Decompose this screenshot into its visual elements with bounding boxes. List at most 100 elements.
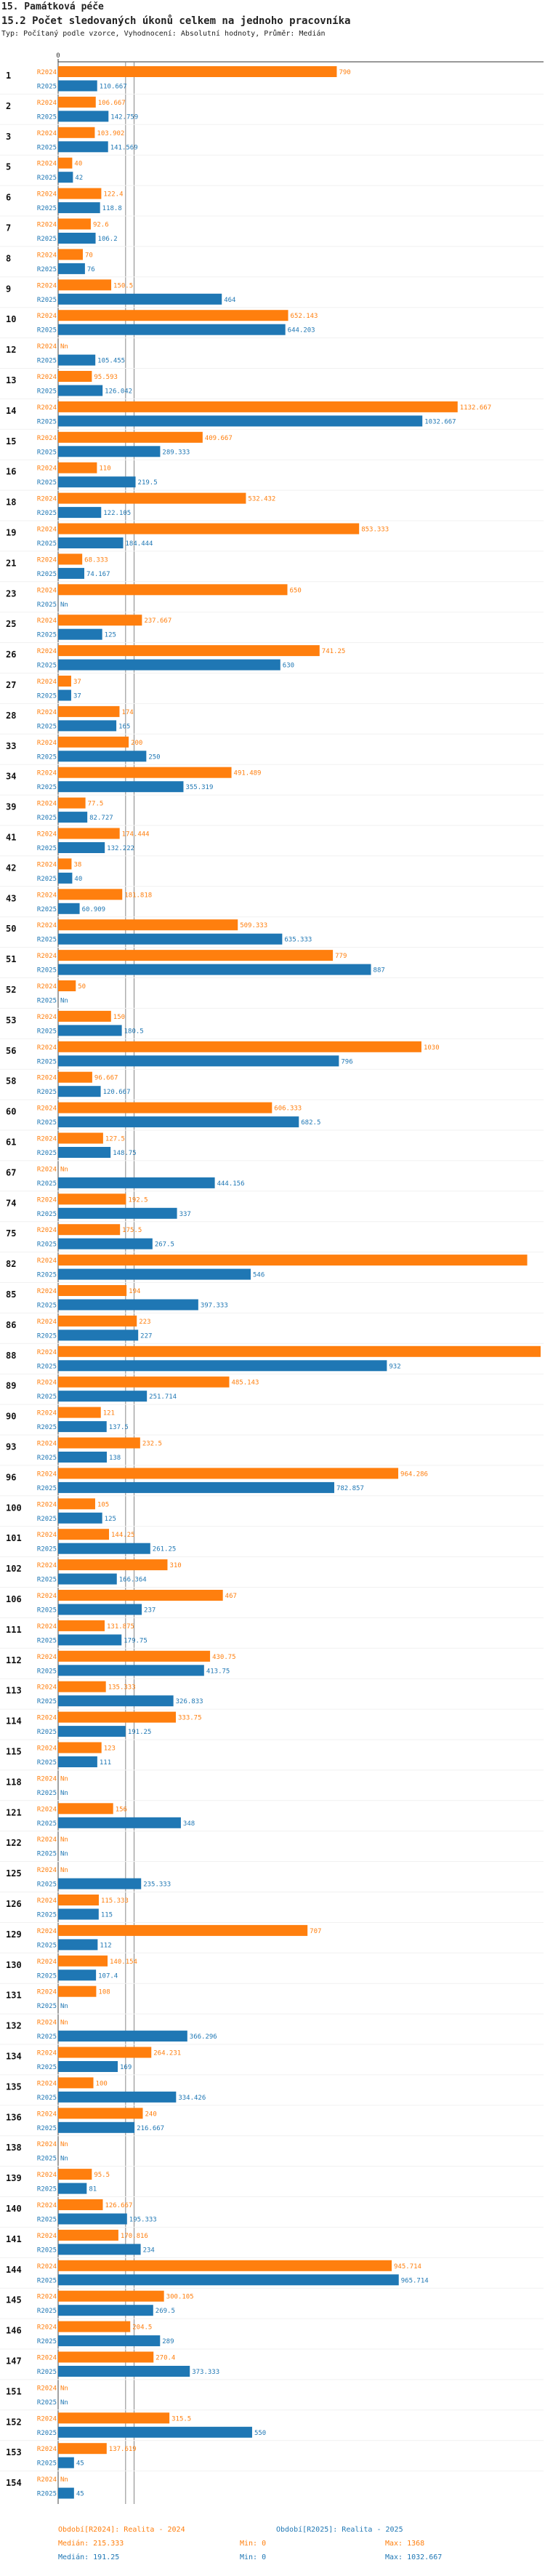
category-label: 58 — [6, 1076, 16, 1087]
category-label: 21 — [6, 558, 16, 568]
category-label: 50 — [6, 924, 16, 934]
category-label: 23 — [6, 588, 16, 599]
series-label: R2025 — [37, 784, 57, 791]
value-label: 132.222 — [107, 845, 134, 852]
series-label: R2025 — [37, 1516, 57, 1523]
value-label: 121 — [103, 1410, 115, 1417]
bar-r2024 — [58, 1529, 110, 1540]
bar-r2024 — [58, 218, 91, 230]
bar-r2025 — [58, 567, 84, 579]
bar-r2024 — [58, 705, 120, 717]
bar-r2025 — [58, 385, 103, 396]
bar-r2025 — [58, 2457, 74, 2468]
value-label: 550 — [254, 2430, 266, 2437]
series-label: R2024 — [37, 1166, 57, 1173]
series-label: R2024 — [37, 679, 57, 686]
series-label: R2024 — [37, 831, 57, 839]
series-label: R2025 — [37, 723, 57, 730]
series-label: R2024 — [37, 2050, 57, 2057]
bar-r2025 — [58, 842, 105, 853]
series-label: R2025 — [37, 1607, 57, 1615]
chart-title: 15.2 Počet sledovaných úkonů celkem na j… — [1, 15, 351, 27]
bar-r2024 — [58, 1711, 176, 1723]
value-label: 289 — [162, 2338, 174, 2345]
series-label: R2025 — [37, 1180, 57, 1188]
series-label: R2025 — [37, 1150, 57, 1157]
value-label: 485.143 — [231, 1380, 259, 1387]
series-label: R2025 — [37, 2399, 57, 2407]
series-label: R2024 — [37, 1745, 57, 1753]
bar-r2025 — [58, 781, 184, 793]
category-label: 134 — [6, 2052, 22, 2062]
series-label: R2025 — [37, 1455, 57, 1462]
value-label: 195.333 — [129, 2217, 157, 2224]
category-label: 67 — [6, 1167, 16, 1177]
series-label: R2025 — [37, 1972, 57, 1980]
bar-r2024 — [58, 1407, 101, 1418]
value-label: 237.667 — [144, 617, 171, 625]
value-label: Nn — [60, 1851, 68, 1858]
bar-r2025 — [58, 263, 85, 274]
series-label: R2025 — [37, 2308, 57, 2315]
bar-r2025 — [58, 1878, 142, 1889]
series-label: R2025 — [37, 2491, 57, 2498]
value-label: 95.5 — [94, 2172, 110, 2179]
value-label: 140.154 — [110, 1959, 137, 1966]
series-label: R2024 — [37, 1867, 57, 1874]
value-label: 194 — [129, 1288, 140, 1295]
series-label: R2025 — [37, 266, 57, 273]
bar-r2025 — [58, 903, 80, 914]
series-label: R2025 — [37, 1485, 57, 1492]
series-label: R2024 — [37, 1806, 57, 1813]
bar-r2025 — [58, 1604, 142, 1615]
series-label: R2024 — [37, 1075, 57, 1082]
value-label: 853.333 — [361, 527, 389, 534]
bar-r2024 — [58, 1193, 126, 1205]
category-label: 85 — [6, 1289, 16, 1300]
series-label: R2025 — [37, 1820, 57, 1828]
value-label: 532.432 — [248, 496, 275, 503]
category-label: 60 — [6, 1107, 16, 1117]
category-label: 144 — [6, 2265, 22, 2275]
bar-r2025 — [58, 2335, 161, 2347]
value-label: 81 — [89, 2186, 97, 2193]
bar-r2025 — [58, 1481, 334, 1493]
category-label: 112 — [6, 1655, 22, 1665]
value-label: 135.333 — [108, 1684, 136, 1692]
series-label: R2025 — [37, 1759, 57, 1767]
bar-r2024 — [58, 1315, 137, 1327]
bar-r2025 — [58, 2305, 153, 2316]
value-label: 200 — [131, 740, 142, 747]
value-label: 150.5 — [113, 282, 133, 289]
series-label: R2024 — [37, 1044, 57, 1052]
series-label: R2024 — [37, 313, 57, 320]
value-label: 137.619 — [109, 2446, 137, 2453]
bar-r2024 — [58, 2351, 154, 2363]
bar-r2024 — [58, 615, 142, 626]
series-label: R2025 — [37, 1851, 57, 1858]
series-label: R2025 — [37, 2338, 57, 2345]
category-label: 27 — [6, 680, 16, 690]
value-label: 184.444 — [126, 540, 153, 548]
category-label: 8 — [6, 253, 11, 263]
category-label: 56 — [6, 1046, 16, 1056]
bar-r2024 — [58, 431, 203, 443]
bar-r2025 — [58, 659, 280, 671]
bar-r2025 — [58, 1573, 117, 1585]
value-label: 491.489 — [234, 770, 262, 777]
category-label: 3 — [6, 132, 11, 142]
series-label: R2024 — [37, 1928, 57, 1935]
value-label: 174.444 — [122, 831, 150, 839]
value-label: 251.714 — [149, 1393, 177, 1401]
series-label: R2025 — [37, 2247, 57, 2254]
series-label: R2025 — [37, 2003, 57, 2010]
bar-r2025 — [58, 2244, 141, 2255]
value-label: 373.333 — [192, 2369, 219, 2376]
category-label: 89 — [6, 1381, 16, 1391]
bar-r2025 — [58, 1360, 387, 1372]
bar-r2024 — [58, 2108, 143, 2119]
bar-r2025 — [58, 2274, 399, 2286]
value-label: 932 — [389, 1363, 400, 1370]
value-label: 122.105 — [103, 510, 131, 517]
bar-r2025 — [58, 2031, 187, 2042]
